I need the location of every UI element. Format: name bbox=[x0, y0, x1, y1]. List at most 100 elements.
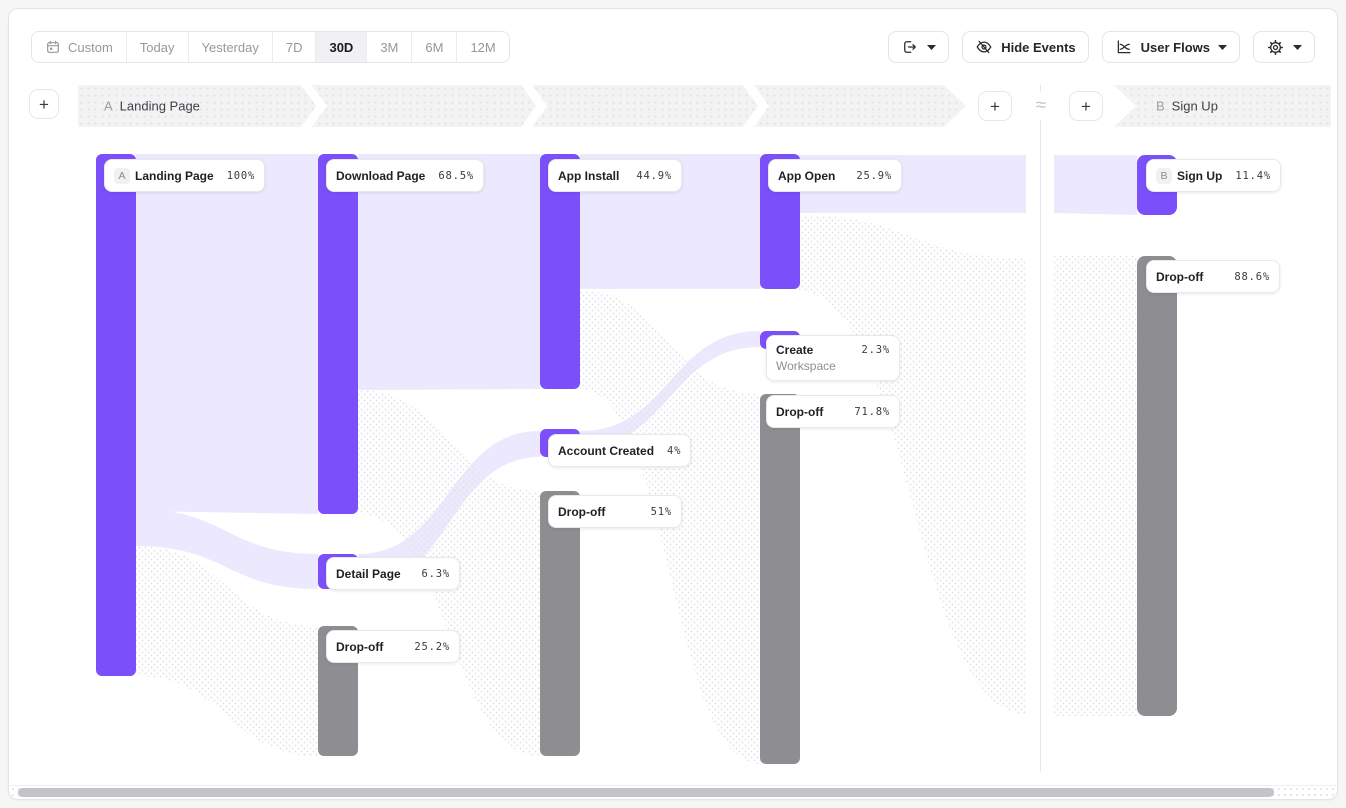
label-row: A Landing Page 100% bbox=[114, 167, 256, 184]
label-detail[interactable]: Detail Page 6.3% bbox=[326, 557, 460, 590]
label-account[interactable]: Account Created 4% bbox=[548, 434, 692, 467]
time-range-30d[interactable]: 30D bbox=[316, 32, 368, 62]
label-row: Drop-off 88.6% bbox=[1156, 270, 1270, 284]
node-percentage: 6.3% bbox=[421, 567, 450, 580]
node-name: Drop-off bbox=[336, 639, 384, 654]
time-range-12m[interactable]: 12M bbox=[457, 32, 509, 62]
flow-landing-detail bbox=[136, 509, 318, 589]
label-appopen[interactable]: App Open 25.9% bbox=[768, 159, 902, 192]
time-range-label: 6M bbox=[425, 39, 444, 55]
time-range-label: Yesterday bbox=[201, 39, 259, 55]
node-name: Landing Page bbox=[135, 168, 214, 183]
node-name: Sign Up bbox=[1177, 168, 1223, 183]
time-range-yesterday[interactable]: Yesterday bbox=[188, 32, 273, 62]
chevron-down-icon bbox=[927, 44, 937, 50]
step-a-name: Landing Page bbox=[119, 98, 200, 114]
section-divider bbox=[1040, 85, 1041, 772]
toolbar: Custom Today Yesterday 7D 30D 3M 6M 12M Hide Ev… bbox=[31, 31, 1315, 63]
flow-landing-dropoff bbox=[136, 546, 318, 756]
node-percentage: 4% bbox=[667, 444, 682, 457]
node-appinstall[interactable] bbox=[540, 154, 580, 389]
add-step-button-right[interactable]: + bbox=[1069, 91, 1103, 121]
funnel-step-band-b[interactable]: B Sign Up bbox=[1114, 85, 1331, 127]
time-range-label: 12M bbox=[470, 39, 496, 55]
node-download[interactable] bbox=[318, 154, 358, 514]
time-range-label: 30D bbox=[329, 39, 354, 55]
approx-symbol: ≈ bbox=[1027, 92, 1055, 120]
chevron-down-icon bbox=[1293, 44, 1302, 50]
label-row: Drop-off 51% bbox=[558, 505, 672, 519]
node-percentage: 100% bbox=[226, 169, 256, 182]
node-dropoff2[interactable] bbox=[540, 491, 580, 756]
step-letter-badge: B bbox=[1156, 167, 1172, 184]
label-workspace[interactable]: Create 2.3% Workspace bbox=[766, 335, 900, 381]
view-mode-button[interactable]: User Flows bbox=[1101, 31, 1240, 63]
time-range-label: Custom bbox=[68, 39, 113, 55]
time-range-label: 7D bbox=[285, 39, 303, 55]
horizontal-scrollbar[interactable] bbox=[10, 785, 1336, 798]
settings-button[interactable] bbox=[1253, 31, 1315, 63]
label-row: Drop-off 25.2% bbox=[336, 640, 450, 654]
add-step-button-middle[interactable]: + bbox=[978, 91, 1012, 121]
node-dropoff4[interactable] bbox=[1137, 256, 1177, 716]
node-name: App Open bbox=[778, 168, 836, 183]
node-landing[interactable] bbox=[96, 154, 136, 676]
export-button[interactable] bbox=[888, 31, 950, 63]
time-range-label: 3M bbox=[380, 39, 399, 55]
time-range-selector: Custom Today Yesterday 7D 30D 3M 6M 12M bbox=[31, 31, 510, 63]
label-signup[interactable]: B Sign Up 11.4% bbox=[1146, 159, 1281, 192]
gear-icon bbox=[1268, 39, 1283, 55]
node-percentage: 68.5% bbox=[438, 169, 474, 182]
eye-off-icon bbox=[976, 40, 992, 54]
chevron-separator-icon bbox=[301, 85, 327, 127]
view-mode-label: User Flows bbox=[1140, 39, 1210, 55]
label-dropoff1[interactable]: Drop-off 25.2% bbox=[326, 630, 460, 663]
toolbar-right: Hide Events User Flows bbox=[888, 31, 1315, 63]
node-dropoff3[interactable] bbox=[760, 394, 800, 764]
node-name: Account Created bbox=[558, 443, 655, 458]
label-dropoff4[interactable]: Drop-off 88.6% bbox=[1146, 260, 1280, 293]
node-percentage: 2.3% bbox=[861, 344, 890, 356]
label-dropoff3[interactable]: Drop-off 71.8% bbox=[766, 395, 900, 428]
label-row: Download Page 68.5% bbox=[336, 169, 474, 183]
label-row: B Sign Up 11.4% bbox=[1156, 167, 1271, 184]
hide-events-label: Hide Events bbox=[1001, 39, 1076, 55]
chevron-separator-icon bbox=[521, 85, 547, 127]
node-percentage: 71.8% bbox=[854, 405, 890, 418]
chevron-separator-icon bbox=[743, 85, 769, 127]
add-step-button-left[interactable]: + bbox=[29, 89, 59, 119]
scrollbar-thumb[interactable] bbox=[18, 788, 1274, 797]
hide-events-button[interactable]: Hide Events bbox=[962, 31, 1089, 63]
time-range-7d[interactable]: 7D bbox=[272, 32, 317, 62]
node-name: Download Page bbox=[336, 168, 426, 183]
flow-sectionedge-dropoff bbox=[1054, 256, 1137, 716]
node-name: App Install bbox=[558, 168, 620, 183]
time-range-6m[interactable]: 6M bbox=[412, 32, 458, 62]
label-row: Drop-off 71.8% bbox=[776, 405, 890, 419]
label-download[interactable]: Download Page 68.5% bbox=[326, 159, 484, 192]
flow-appopen-sectionedge-dropoff bbox=[798, 215, 1026, 714]
label-row: Create 2.3% bbox=[776, 343, 890, 357]
node-percentage: 44.9% bbox=[636, 169, 672, 182]
label-landing[interactable]: A Landing Page 100% bbox=[104, 159, 266, 192]
funnel-step-band-a[interactable]: A Landing Page bbox=[78, 85, 966, 127]
step-a-header: A Landing Page bbox=[104, 99, 200, 114]
node-percentage: 11.4% bbox=[1235, 169, 1271, 182]
label-appinstall[interactable]: App Install 44.9% bbox=[548, 159, 682, 192]
time-range-custom[interactable]: Custom bbox=[32, 32, 127, 62]
time-range-label: Today bbox=[139, 39, 175, 55]
label-row: App Install 44.9% bbox=[558, 169, 672, 183]
node-name: Drop-off bbox=[558, 504, 606, 519]
time-range-3m[interactable]: 3M bbox=[367, 32, 413, 62]
label-dropoff2[interactable]: Drop-off 51% bbox=[548, 495, 682, 528]
node-name: Drop-off bbox=[776, 404, 824, 419]
user-flows-window: Custom Today Yesterday 7D 30D 3M 6M 12M Hide Ev… bbox=[8, 8, 1338, 800]
label-row: Account Created 4% bbox=[558, 444, 681, 458]
flow-landing-download bbox=[136, 154, 318, 514]
flow-sectionedge-signup bbox=[1054, 155, 1137, 215]
label-row: App Open 25.9% bbox=[778, 169, 892, 183]
sankey-chart: A Landing Page 100% Download Page 68.5% Detai… bbox=[9, 9, 1337, 799]
time-range-today[interactable]: Today bbox=[126, 32, 189, 62]
flow-download-appinstall bbox=[358, 154, 540, 390]
node-name: Create bbox=[776, 343, 814, 357]
